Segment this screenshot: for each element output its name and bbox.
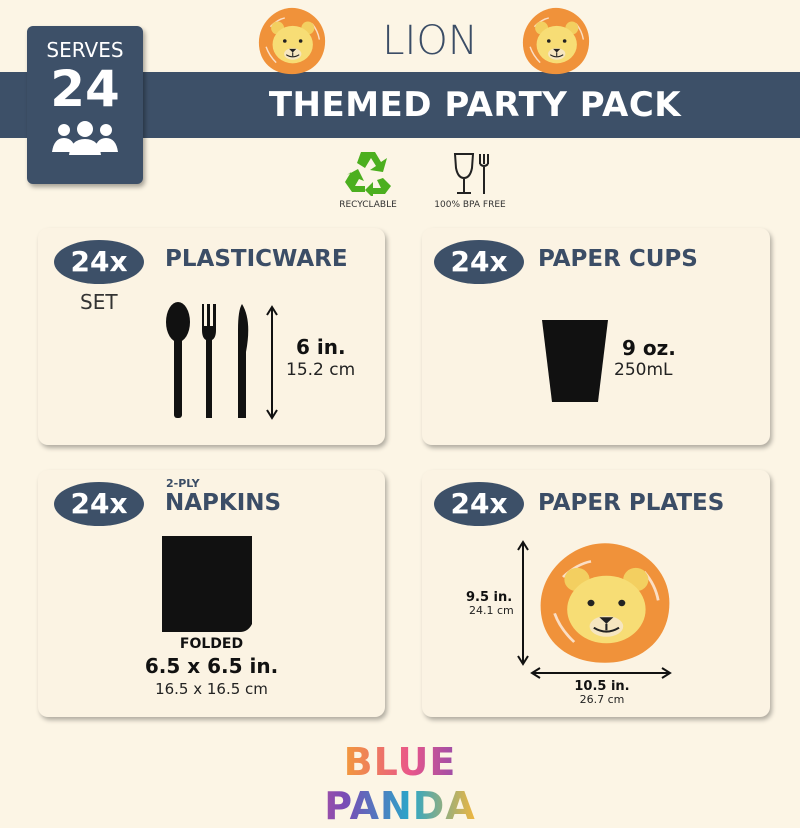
folded-label: FOLDED	[179, 636, 244, 652]
plate-width-metric: 26.7 cm	[579, 693, 625, 706]
lion-face-icon	[258, 7, 326, 75]
card-title: NAPKINS	[165, 490, 282, 516]
blue-panda-logo: BLUE PANDA	[280, 740, 520, 828]
lion-plate-icon	[539, 541, 671, 665]
quantity-pill: 24x	[434, 482, 524, 526]
volume-metric: 250mL	[614, 360, 673, 380]
quantity-pill: 24x	[434, 240, 524, 284]
paper-cup-icon	[542, 320, 608, 402]
bpa-free-label: 100% BPA FREE	[434, 200, 506, 210]
napkin-metric: 16.5 x 16.5 cm	[155, 680, 268, 698]
cutlery-icon	[166, 302, 249, 418]
food-safe-icon	[453, 153, 489, 194]
serves-badge: SERVES 24	[27, 26, 143, 184]
card-title: PAPER PLATES	[538, 490, 725, 516]
plate-height: 9.5 in.	[466, 590, 513, 605]
plate-width: 10.5 in.	[574, 679, 630, 694]
napkin-size: 6.5 x 6.5 in.	[144, 654, 279, 678]
theme-title: LION	[382, 18, 478, 64]
recycle-icon	[345, 152, 391, 196]
volume-value: 9 oz.	[622, 336, 676, 360]
ply-label: 2-PLY	[166, 477, 200, 490]
people-icon	[52, 121, 118, 155]
plate-height-metric: 24.1 cm	[469, 604, 514, 617]
height-arrow-icon	[517, 540, 529, 666]
card-title: PAPER CUPS	[538, 246, 698, 272]
size-value: 6 in.	[296, 335, 346, 359]
quantity-pill: 24x	[54, 482, 144, 526]
page-title: THEMED PARTY PACK	[268, 85, 682, 125]
set-label: SET	[80, 290, 118, 314]
brand-name: BLUE PANDA	[324, 740, 476, 828]
size-metric: 15.2 cm	[286, 360, 356, 380]
lion-face-icon	[522, 7, 590, 75]
serves-count: 24	[50, 60, 120, 118]
napkin-icon	[162, 536, 252, 632]
height-arrow-icon	[266, 305, 278, 420]
recyclable-label: RECYCLABLE	[339, 200, 397, 210]
quantity-pill: 24x	[54, 240, 144, 284]
width-arrow-icon	[530, 667, 672, 679]
serves-label: SERVES	[46, 38, 124, 62]
card-title: PLASTICWARE	[165, 246, 348, 272]
